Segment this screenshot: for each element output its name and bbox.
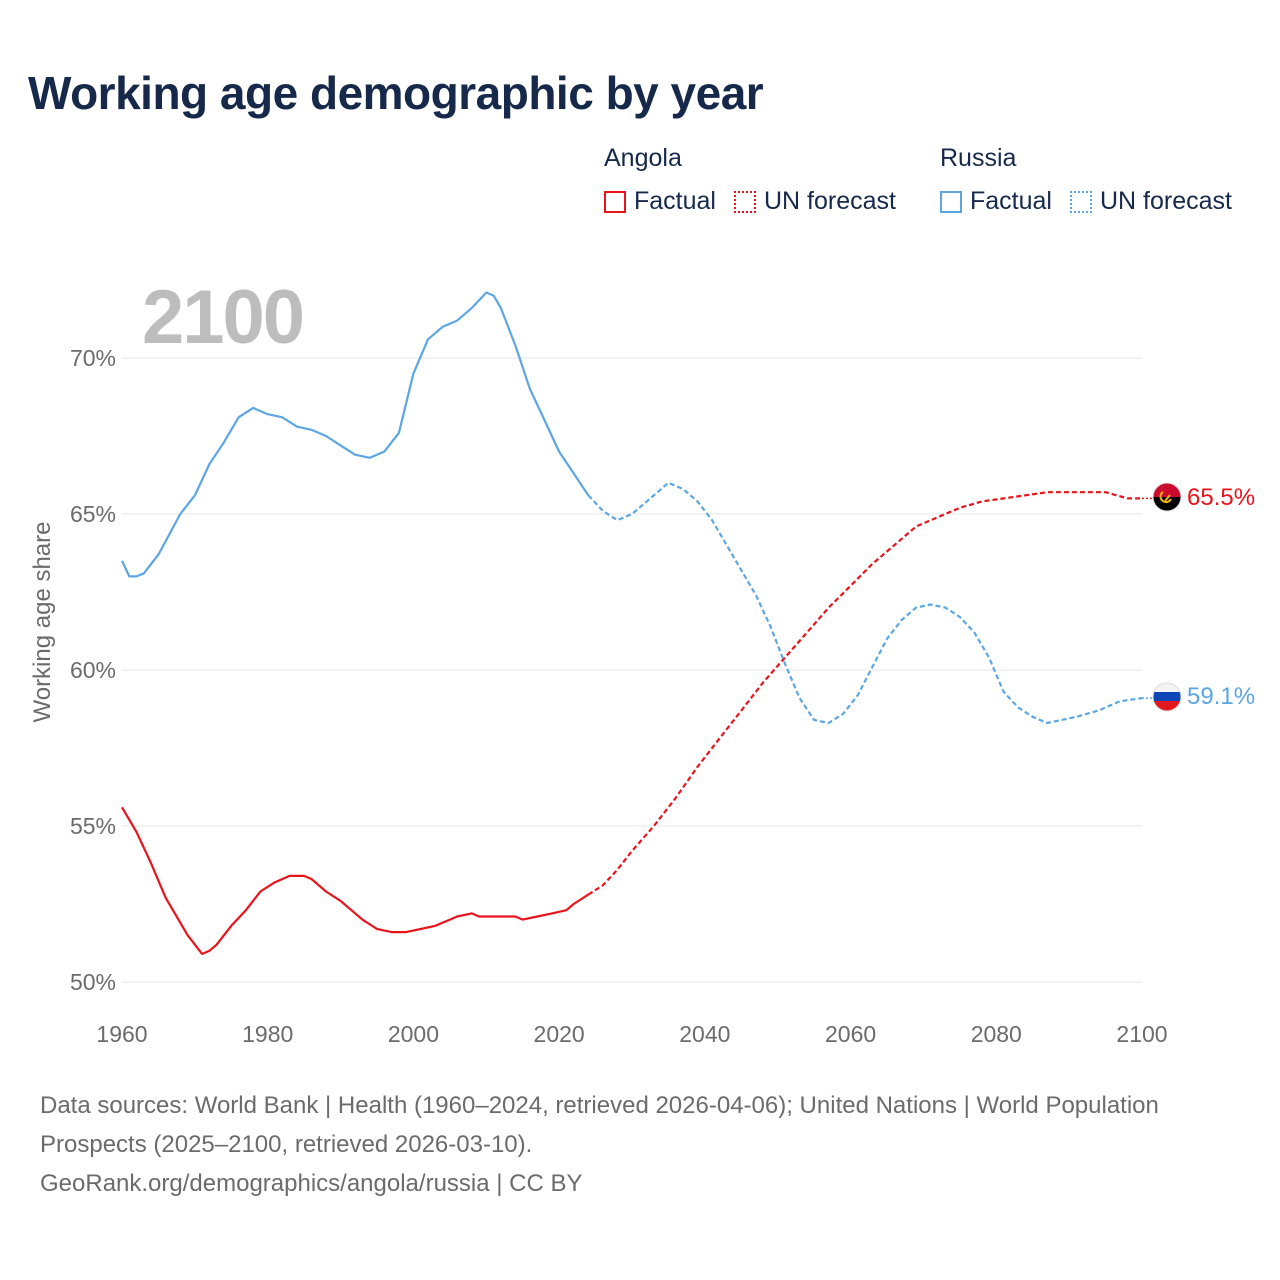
angola-factual-line <box>121 806 589 956</box>
y-tick-label: 55% <box>70 813 116 839</box>
russia-flag <box>1152 682 1182 712</box>
line-chart: 2100 50% 55% 60% 65% 70% 1960 1980 2000 2020 204… <box>29 275 1255 1047</box>
x-tick-label: 2040 <box>679 1021 730 1047</box>
legend-angola: Angola Factual UN forecast <box>604 144 914 216</box>
x-tick-label: 1960 <box>96 1021 147 1047</box>
y-tick-label: 50% <box>70 969 116 995</box>
x-tick-label: 2060 <box>825 1021 876 1047</box>
legend-angola-forecast-swatch <box>733 190 756 213</box>
legend-russia-forecast-label: UN forecast <box>1099 187 1232 215</box>
attribution: GeoRank.org/demographics/angola/russia |… <box>40 1170 583 1197</box>
year-label: 2100 <box>142 275 303 360</box>
y-axis-label: Working age share <box>29 522 56 723</box>
y-axis: 50% 55% 60% 65% 70% <box>70 345 116 995</box>
x-axis: 1960 1980 2000 2020 2040 2060 2080 2100 <box>96 1021 1167 1047</box>
data-sources: Data sources: World Bank | Health (1960–… <box>40 1092 1159 1158</box>
series-lines <box>121 291 1153 956</box>
angola-forecast-line <box>587 491 1142 896</box>
legend-angola-name: Angola <box>604 144 682 172</box>
legend-angola-forecast[interactable]: UN forecast <box>733 187 896 216</box>
russia-end-label: 59.1% <box>1187 683 1255 710</box>
x-tick-label: 1980 <box>242 1021 293 1047</box>
x-tick-label: 2020 <box>534 1021 585 1047</box>
chart-title: Working age demographic by year <box>28 67 764 119</box>
russia-factual-line <box>121 291 590 578</box>
x-tick-label: 2100 <box>1116 1021 1167 1047</box>
legend-angola-factual[interactable]: Factual <box>604 187 716 216</box>
y-tick-label: 60% <box>70 657 116 683</box>
legend-russia: Russia Factual UN forecast <box>940 144 1250 216</box>
footer: Data sources: World Bank | Health (1960–… <box>40 1086 1240 1203</box>
russia-forecast-line <box>587 481 1143 725</box>
angola-end-label: 65.5% <box>1187 484 1255 511</box>
legend-russia-name: Russia <box>940 144 1017 172</box>
x-tick-label: 2000 <box>388 1021 439 1047</box>
legend-russia-factual[interactable]: Factual <box>940 187 1052 216</box>
y-tick-label: 65% <box>70 501 116 527</box>
legend-russia-factual-swatch <box>940 190 962 213</box>
legend-angola-factual-label: Factual <box>634 187 716 215</box>
y-tick-label: 70% <box>70 345 116 371</box>
legend-russia-factual-label: Factual <box>970 187 1052 215</box>
legend-russia-forecast[interactable]: UN forecast <box>1069 187 1232 216</box>
grid <box>122 357 1142 983</box>
legend-angola-factual-swatch <box>604 190 626 213</box>
x-tick-label: 2080 <box>971 1021 1022 1047</box>
angola-flag <box>1152 482 1182 512</box>
legend-russia-forecast-swatch <box>1069 190 1092 213</box>
legend-angola-forecast-label: UN forecast <box>763 187 896 215</box>
